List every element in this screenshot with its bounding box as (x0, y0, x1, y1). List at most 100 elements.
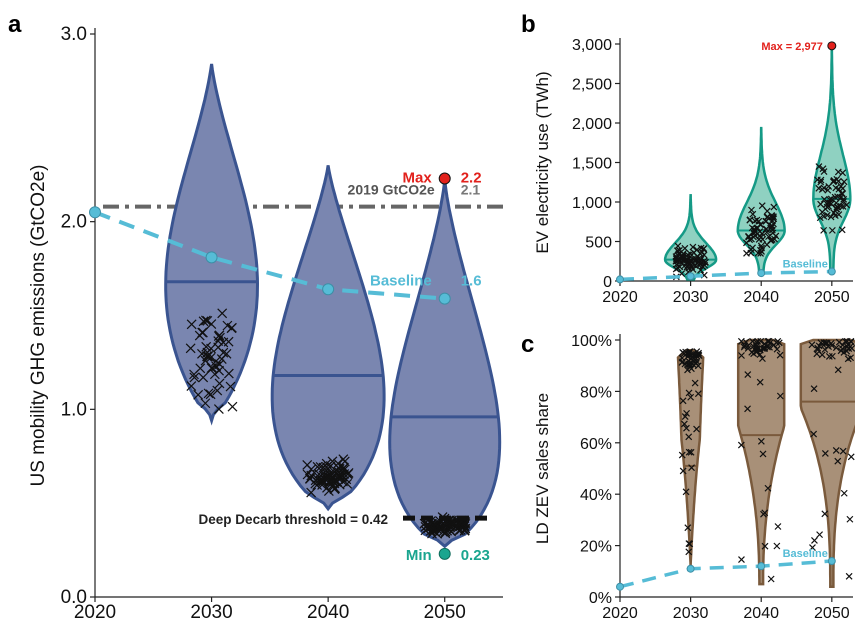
min-point (438, 547, 451, 560)
min-value: 0.23 (461, 547, 490, 564)
y-tick-label: 3,000 (572, 37, 612, 54)
y-axis-label: US mobility GHG emissions (GtCO2e) (28, 164, 49, 486)
scenario-point (833, 203, 841, 211)
reference-value: 2.1 (461, 182, 481, 198)
scenario-point (832, 205, 840, 213)
scenario-point (773, 339, 780, 346)
scenario-point (838, 190, 846, 198)
scenario-point (186, 381, 197, 391)
scenario-point (684, 524, 692, 532)
scenario-point (768, 212, 776, 219)
scenario-point (834, 366, 842, 374)
scenario-point (834, 457, 842, 465)
scenario-point (825, 353, 833, 360)
scenario-point (759, 355, 766, 363)
scenario-point (686, 540, 694, 548)
scenario-point (197, 348, 207, 359)
scenario-point (761, 509, 769, 517)
x-tick-label: 2030 (190, 602, 232, 623)
y-tick-label: 0% (589, 590, 612, 607)
scenario-point (824, 186, 832, 194)
x-tick-label: 2040 (307, 602, 349, 623)
y-tick-label: 2,000 (572, 116, 612, 133)
scenario-point (837, 182, 845, 190)
violin-2030 (676, 349, 705, 567)
scenario-point (817, 339, 825, 347)
scenario-point (817, 178, 825, 186)
x-tick-label: 2020 (602, 605, 638, 622)
scenario-point (689, 243, 697, 251)
scenario-point (768, 224, 776, 231)
panel-b-axes: 0 500 1,000 1,500 2,000 2,500 3,000 2020 2030 204… (572, 37, 853, 306)
scenario-point (312, 480, 323, 490)
panel-a-plot (89, 63, 503, 560)
scenario-point (835, 211, 843, 218)
scenario-point (753, 347, 761, 355)
scenario-point (227, 401, 238, 412)
baseline-point (438, 292, 451, 305)
scenario-point (737, 441, 745, 449)
scenario-point (218, 347, 229, 358)
x-tick-label: 2040 (743, 605, 779, 622)
scenario-point (761, 345, 769, 353)
scenario-point (684, 360, 691, 368)
max-value: 2.2 (461, 170, 482, 187)
scenario-point (758, 248, 765, 255)
scenario-point (213, 404, 224, 414)
scenario-point (810, 430, 818, 438)
y-tick-label: 80% (580, 384, 612, 401)
scenario-point (302, 459, 313, 470)
scenario-point (198, 372, 209, 383)
baseline-point (89, 206, 101, 219)
scenario-point (227, 322, 237, 333)
scenario-point (687, 448, 695, 456)
scenario-point (776, 392, 784, 400)
scenario-point (444, 524, 455, 535)
scenario-point (692, 359, 700, 367)
scenario-point (225, 381, 236, 392)
scenario-point (846, 515, 854, 523)
scenario-point (205, 389, 216, 400)
scenario-point (689, 266, 697, 273)
scenario-point (813, 176, 821, 184)
y-tick-label: 0.0 (61, 587, 87, 608)
y-tick-label: 2,500 (572, 77, 612, 94)
reference-label: 2019 GtCO2e (348, 182, 435, 198)
scenario-point (821, 510, 829, 518)
baseline-point (686, 564, 695, 573)
scenario-point (765, 337, 773, 345)
scenario-point (839, 345, 846, 353)
scenario-point (691, 353, 699, 361)
scenario-point (831, 193, 839, 201)
panel-letter-c: c (521, 331, 534, 358)
x-tick-label: 2020 (602, 289, 638, 306)
y-axis-label: LD ZEV sales share (533, 393, 552, 544)
panel-letter-b: b (521, 11, 536, 38)
scenario-point (821, 205, 829, 213)
panel-c-axes: 0% 20% 40% 60% 80% 100% 2020 2030 2040 2050 (571, 333, 853, 622)
scenario-point (775, 339, 783, 347)
scenario-point (742, 338, 750, 346)
scenario-point (840, 178, 848, 186)
scenario-point (681, 413, 689, 420)
scenario-point (189, 372, 200, 383)
scenario-point (844, 355, 852, 363)
scenario-point (808, 341, 816, 349)
scenario-point (679, 467, 687, 475)
scenario-point (840, 489, 848, 497)
scenario-point (776, 351, 784, 359)
y-tick-label: 40% (580, 487, 612, 504)
scenario-point (772, 232, 780, 240)
x-tick-label: 2020 (74, 602, 116, 623)
scenario-point (693, 246, 701, 254)
scenario-point (757, 250, 764, 257)
scenario-point (343, 469, 353, 479)
scenario-point (767, 575, 775, 583)
scenario-point (685, 264, 693, 272)
scenario-point (685, 350, 693, 357)
scenario-point (679, 397, 687, 405)
scenario-point (201, 315, 211, 326)
max-label: Max = 2,977 (761, 41, 822, 53)
scenario-point (325, 470, 336, 481)
